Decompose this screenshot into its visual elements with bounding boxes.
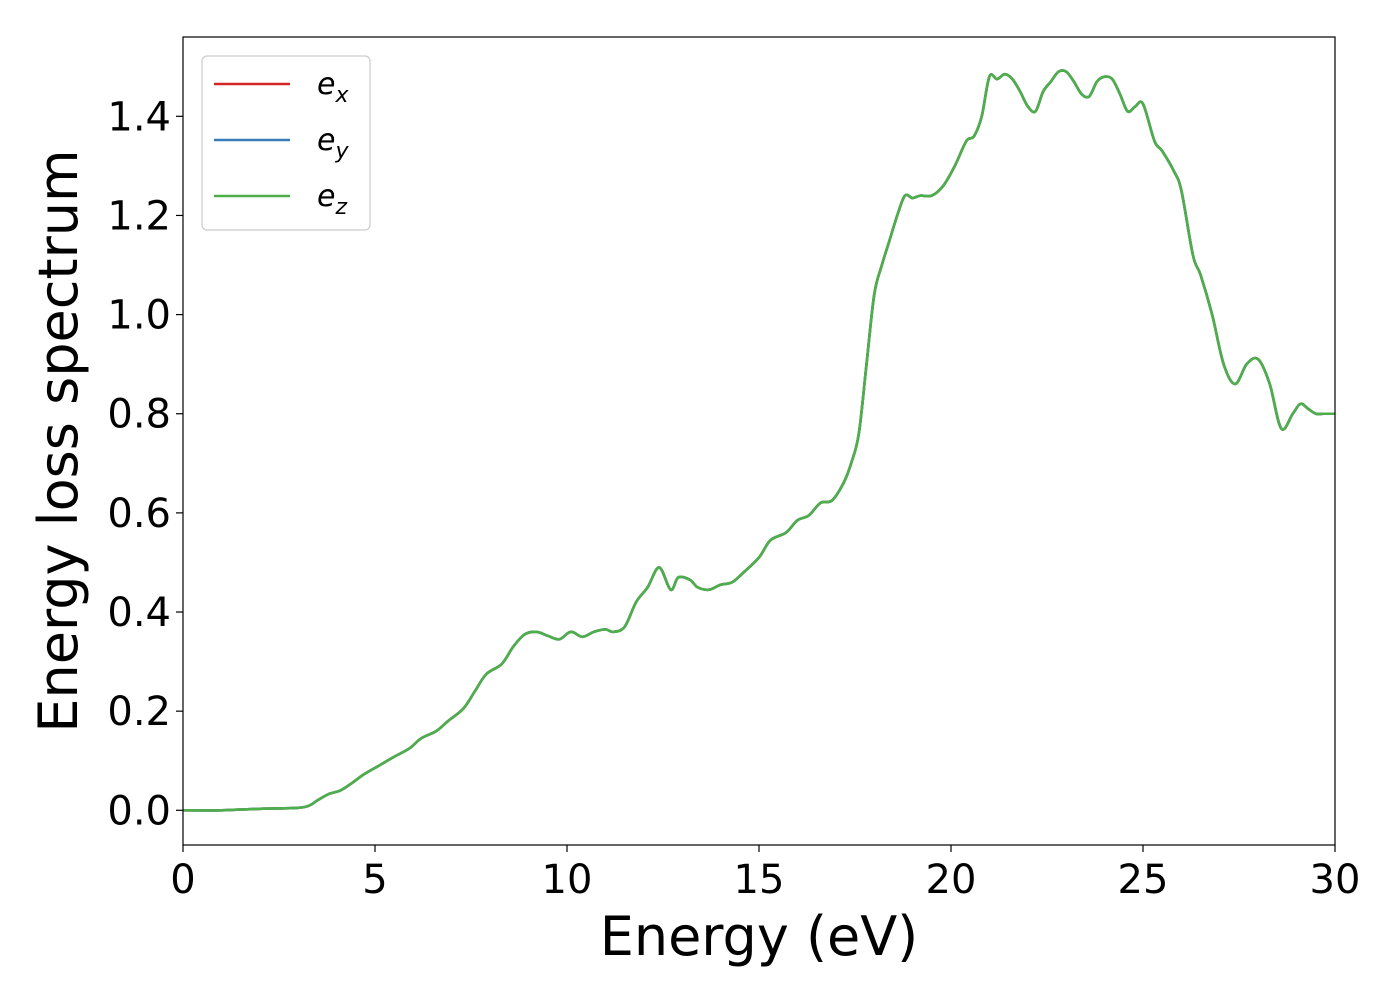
x-tick-label: 5: [362, 857, 387, 903]
y-tick-label: 0.6: [107, 491, 171, 537]
y-tick-label: 1.4: [107, 94, 171, 140]
x-axis: 0 5 10 15 20 25 30: [170, 845, 1360, 903]
legend-label-subscript: y: [334, 139, 349, 164]
y-tick-label: 0.8: [107, 392, 171, 438]
y-tick-label: 1.0: [107, 293, 171, 339]
legend-label-z: ez: [317, 179, 347, 220]
x-tick-label: 0: [170, 857, 195, 903]
legend-label-x: ex: [317, 67, 349, 108]
legend-label-subscript: x: [334, 83, 349, 108]
y-tick-label: 1.2: [107, 193, 171, 239]
x-tick-label: 25: [1118, 857, 1169, 903]
x-tick-label: 20: [926, 857, 977, 903]
legend-label-subscript: z: [334, 195, 347, 220]
y-tick-label: 0.4: [107, 590, 171, 636]
legend-label-base: e: [317, 67, 335, 102]
y-tick-label: 0.2: [107, 689, 171, 735]
legend-label-base: e: [317, 123, 335, 158]
x-tick-label: 10: [542, 857, 593, 903]
x-tick-label: 30: [1310, 857, 1361, 903]
y-axis: 0.0 0.2 0.4 0.6 0.8 1.0 1.2 1.4: [107, 94, 183, 834]
legend-label-y: ey: [317, 123, 349, 164]
series-line-z: [182, 69, 1335, 812]
x-axis-label: Energy (eV): [600, 905, 919, 968]
legend-box: [201, 55, 371, 231]
y-tick-label: 0.0: [107, 788, 171, 834]
series-layer: [182, 69, 1335, 812]
legend-label-base: e: [317, 179, 335, 214]
y-axis-label: Energy loss spectrum: [27, 149, 90, 732]
x-tick-label: 15: [734, 857, 785, 903]
